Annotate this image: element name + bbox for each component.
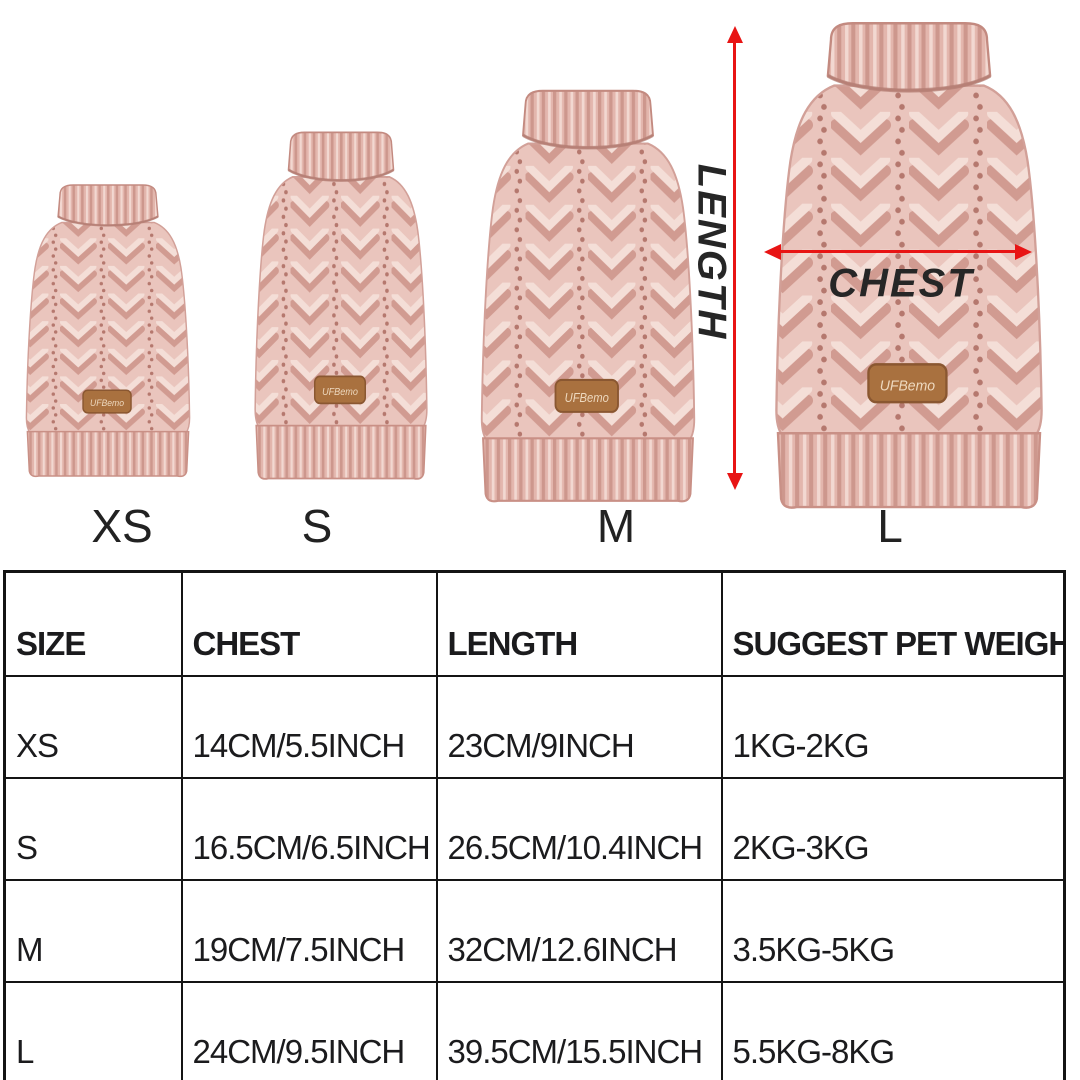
sweater-photo-m [480,89,696,504]
weight-cell: 2KG-3KG [720,777,1066,881]
size-label-s: S [301,500,333,552]
col-header-weight: SUGGEST PET WEIGHT [720,570,1066,677]
chest-cell: 16.5CM/6.5INCH [180,777,438,881]
col-header-size: SIZE [3,570,183,677]
table-row-xs: XS 14CM/5.5INCH 23CM/9INCH 1KG-2KG [3,675,1066,779]
size-label-m: M [596,500,636,552]
size-cell: L [3,981,183,1080]
size-cell: XS [3,675,183,779]
length-cell: 32CM/12.6INCH [435,879,723,983]
size-label-xs: XS [91,500,153,552]
chest-cell: 24CM/9.5INCH [180,981,438,1080]
table-row-s: S 16.5CM/6.5INCH 26.5CM/10.4INCH 2KG-3KG [3,777,1066,881]
table-row-l: L 24CM/9.5INCH 39.5CM/15.5INCH 5.5KG-8KG [3,981,1066,1080]
size-cell: M [3,879,183,983]
weight-cell: 5.5KG-8KG [720,981,1066,1080]
size-cell: S [3,777,183,881]
size-table: SIZE CHEST LENGTH SUGGEST PET WEIGHT XS … [3,570,1066,1080]
size-label-l: L [877,500,903,552]
length-arrow-icon [726,26,743,490]
chest-cell: 19CM/7.5INCH [180,879,438,983]
chest-arrow-icon [764,243,1032,260]
length-cell: 23CM/9INCH [435,675,723,779]
weight-cell: 3.5KG-5KG [720,879,1066,983]
col-header-length: LENGTH [435,570,723,677]
col-header-chest: CHEST [180,570,438,677]
sweater-photo-xs [25,183,191,478]
length-cell: 39.5CM/15.5INCH [435,981,723,1080]
length-cell: 26.5CM/10.4INCH [435,777,723,881]
weight-cell: 1KG-2KG [720,675,1066,779]
chest-measure-label: CHEST [828,261,974,306]
table-header-row: SIZE CHEST LENGTH SUGGEST PET WEIGHT [3,570,1066,677]
table-row-m: M 19CM/7.5INCH 32CM/12.6INCH 3.5KG-5KG [3,879,1066,983]
length-measure-label: LENGTH [689,163,734,341]
sweater-photo-s [253,130,429,481]
chest-cell: 14CM/5.5INCH [180,675,438,779]
